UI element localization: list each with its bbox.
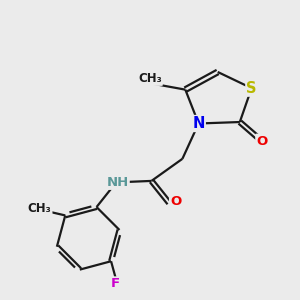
Text: CH₃: CH₃: [28, 202, 52, 214]
Text: O: O: [256, 135, 268, 148]
Text: N: N: [192, 116, 205, 131]
Text: S: S: [246, 81, 257, 96]
Text: CH₃: CH₃: [138, 72, 162, 85]
Text: NH: NH: [106, 176, 129, 189]
Text: O: O: [170, 195, 181, 208]
Text: F: F: [111, 278, 120, 290]
